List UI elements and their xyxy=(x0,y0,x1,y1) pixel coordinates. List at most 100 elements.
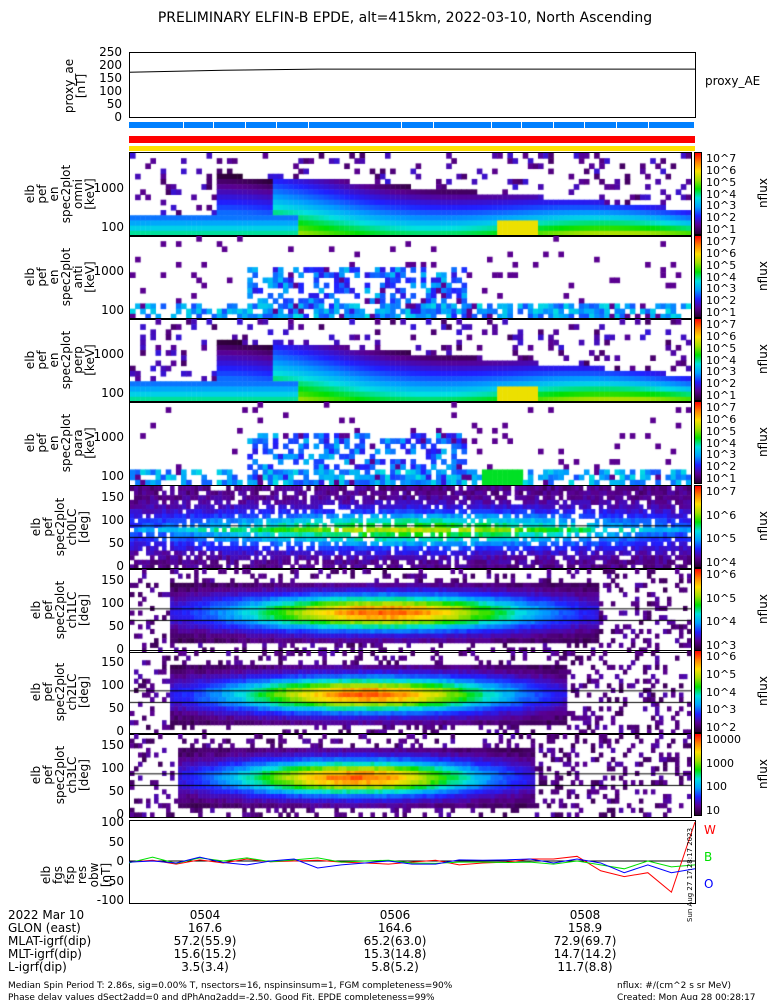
annotation-value: 164.6 xyxy=(377,921,413,935)
colorbar-tick: 10^1 xyxy=(706,389,737,402)
colorbar-tick: 10^2 xyxy=(706,377,737,391)
pitch-angle-ytick: 100 xyxy=(101,513,124,527)
fgm-series-O xyxy=(129,856,696,874)
coverage-segment xyxy=(402,122,433,128)
annotation-value: 14.7(14.2) xyxy=(553,947,617,961)
colorbar-tick: 10^3 xyxy=(706,199,737,213)
coverage-segment xyxy=(214,122,245,128)
colorbar-tick: 10^3 xyxy=(706,365,737,379)
pitch-angle-ytick: 150 xyxy=(101,490,124,504)
annotation-value: 11.7(8.8) xyxy=(557,960,613,974)
colorbar-label: nflux xyxy=(755,178,770,208)
colorbar-label: nflux xyxy=(755,511,770,541)
colorbar-tick: 10^7 xyxy=(706,485,737,498)
annotation-value: 57.2(55.9) xyxy=(173,934,237,948)
pitch-angle-ytick: 150 xyxy=(101,738,124,752)
annotation-row-label: 2022 Mar 10 xyxy=(8,908,85,922)
energy-spectrogram-anti xyxy=(129,235,692,320)
spectrogram-ytick: 1000 xyxy=(93,430,124,444)
colorbar-tick: 10^5 xyxy=(706,591,737,605)
fgm-ytick: -50 xyxy=(104,873,124,888)
annotation-row-label: L-igrf(dip) xyxy=(8,960,67,974)
colorbar-label: nflux xyxy=(755,676,770,706)
colorbar-tick: 10^6 xyxy=(706,508,737,522)
quality-bar-red xyxy=(129,136,695,143)
colorbar-tick: 10^6 xyxy=(706,329,737,343)
energy-spectrogram-para xyxy=(129,401,692,486)
pitch-angle-ytick: 100 xyxy=(101,596,124,610)
pitch-angle-ytick: 50 xyxy=(108,619,124,633)
colorbar-tick: 10^4 xyxy=(706,270,737,284)
coverage-segment xyxy=(492,122,521,128)
data-coverage-bar xyxy=(129,122,695,128)
legend-b: B xyxy=(704,850,713,864)
proxy-ae-ytick: 150 xyxy=(99,71,122,85)
pitch-angle-ytick: 150 xyxy=(101,573,124,587)
pitch-angle-spectrogram-ch2 xyxy=(129,650,692,735)
pitch-angle-ytick: 50 xyxy=(108,536,124,550)
fgm-series-B xyxy=(129,856,696,870)
colorbar-tick: 10^4 xyxy=(706,436,737,450)
spectrogram-ytick: 100 xyxy=(101,303,124,317)
colorbar-tick: 10^5 xyxy=(706,175,737,189)
colorbar-tick: 10^4 xyxy=(706,685,737,699)
colorbar xyxy=(694,235,702,318)
proxy-ae-ytick: 0 xyxy=(114,110,122,124)
colorbar-tick: 10^6 xyxy=(706,163,737,177)
colorbar xyxy=(694,485,702,568)
fgm-series-W xyxy=(129,821,696,894)
colorbar-label: nflux xyxy=(755,759,770,789)
colorbar-tick: 10^7 xyxy=(706,152,737,165)
colorbar-tick: 10000 xyxy=(706,733,741,746)
colorbar-tick: 10 xyxy=(706,804,720,817)
pitch-angle-ytick: 50 xyxy=(108,784,124,798)
colorbar xyxy=(694,733,702,816)
colorbar-tick: 10^5 xyxy=(706,341,737,355)
annotation-value: 158.9 xyxy=(567,921,603,935)
energy-spectrogram-omni xyxy=(129,152,692,237)
proxy-ae-line xyxy=(129,68,695,73)
plot-title: PRELIMINARY ELFIN-B EPDE, alt=415km, 202… xyxy=(157,10,653,26)
footer-line2: Phase delay values dSect2add=0 and dPhAn… xyxy=(8,993,435,1000)
colorbar-tick: 10^4 xyxy=(706,187,737,201)
coverage-segment xyxy=(246,122,276,128)
annotation-value: 15.6(15.2) xyxy=(173,947,237,961)
fgm-ytick: 0 xyxy=(116,854,124,868)
spectrogram-ytick: 1000 xyxy=(93,181,124,195)
colorbar-tick: 10^6 xyxy=(706,650,737,663)
colorbar-tick: 1000 xyxy=(706,756,734,770)
colorbar-label: nflux xyxy=(755,427,770,457)
coverage-segment xyxy=(129,122,183,128)
colorbar-tick: 10^2 xyxy=(706,294,737,308)
colorbar-tick: 10^7 xyxy=(706,401,737,414)
spectrogram-ytick: 1000 xyxy=(93,347,124,361)
colorbar-tick: 10^5 xyxy=(706,667,737,681)
colorbar xyxy=(694,318,702,401)
colorbar-tick: 10^6 xyxy=(706,568,737,581)
proxy-ae-ytick: 200 xyxy=(99,58,122,72)
colorbar-tick: 10^3 xyxy=(706,448,737,462)
spectrogram-ytick: 100 xyxy=(101,386,124,400)
quality-bar-yellow xyxy=(129,146,695,151)
annotation-row-label: MLT-igrf(dip) xyxy=(8,947,82,961)
colorbar-tick: 10^6 xyxy=(706,246,737,260)
footer-units: nflux: #/(cm^2 s sr MeV) xyxy=(617,981,731,991)
creation-stamp: Sun Aug 27 17:28:17 2023 xyxy=(686,827,694,922)
colorbar-tick: 10^4 xyxy=(706,353,737,367)
coverage-segment xyxy=(309,122,401,128)
pitch-angle-ytick: 0 xyxy=(116,642,124,656)
colorbar-tick: 10^5 xyxy=(706,532,737,546)
proxy-ae-ytick: 250 xyxy=(99,45,122,59)
colorbar xyxy=(694,650,702,733)
coverage-segment xyxy=(554,122,584,128)
energy-spectrogram-perp xyxy=(129,318,692,403)
coverage-segment xyxy=(277,122,308,128)
coverage-segment xyxy=(649,122,694,128)
coverage-segment xyxy=(184,122,213,128)
pitch-angle-ytick: 50 xyxy=(108,701,124,715)
annotation-value: 0504 xyxy=(189,908,221,922)
colorbar-tick: 10^3 xyxy=(706,703,737,717)
colorbar-label: nflux xyxy=(755,594,770,624)
colorbar xyxy=(694,401,702,484)
proxy-ae-ytick: 100 xyxy=(99,84,122,98)
